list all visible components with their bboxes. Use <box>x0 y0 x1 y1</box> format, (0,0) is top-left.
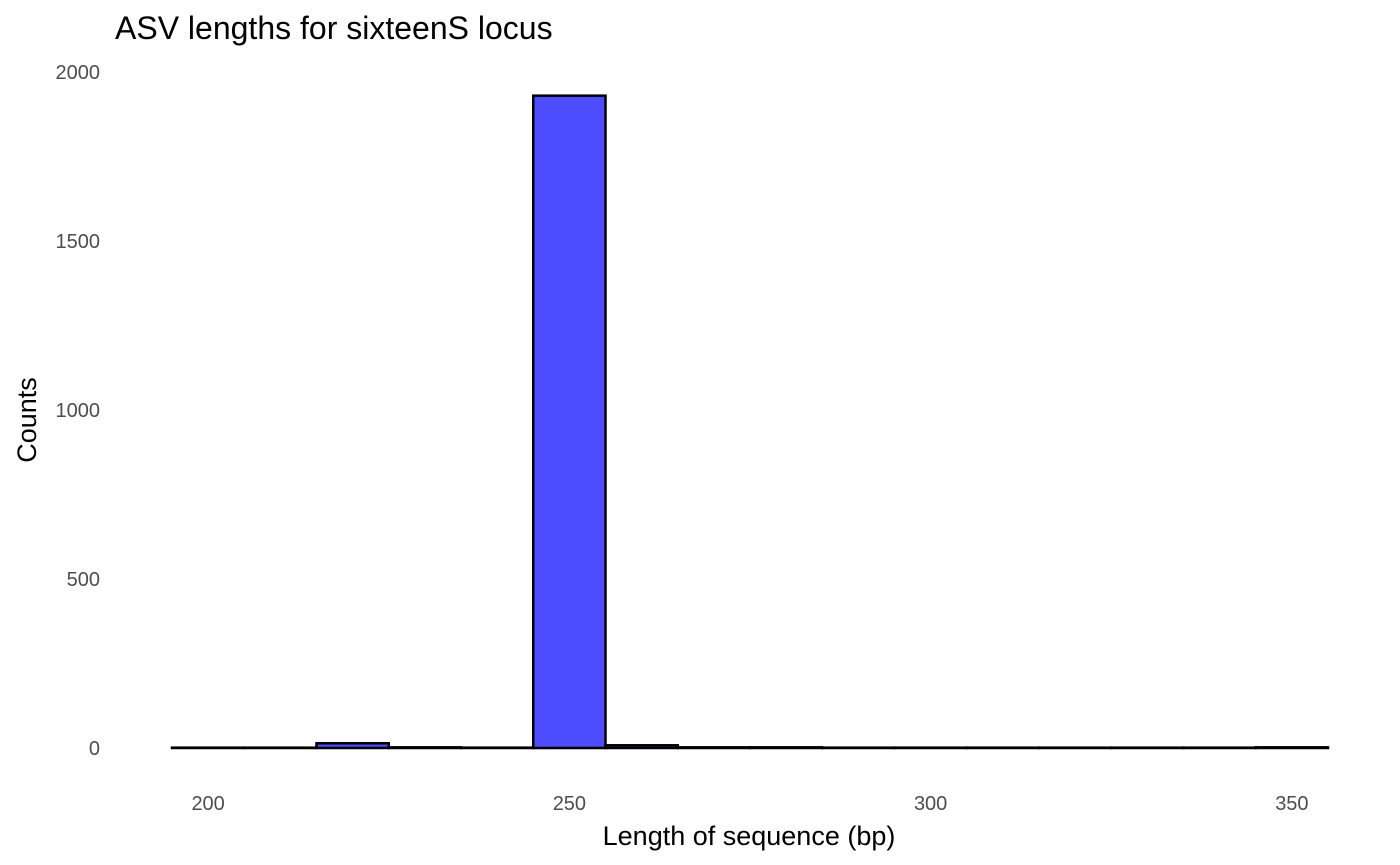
y-tick-label: 500 <box>67 569 100 591</box>
y-tick-label: 1500 <box>56 231 101 253</box>
x-axis-ticks: 200 250 300 350 <box>191 793 1308 815</box>
x-tick-label: 350 <box>1275 793 1308 815</box>
x-tick-label: 300 <box>914 793 947 815</box>
x-tick-label: 250 <box>553 793 586 815</box>
histogram-bar <box>387 746 463 750</box>
y-tick-label: 1000 <box>56 400 101 422</box>
histogram-bar <box>532 94 607 750</box>
y-axis-title: Counts <box>12 377 42 463</box>
y-tick-label: 2000 <box>56 62 101 84</box>
x-axis-title: Length of sequence (bp) <box>603 821 896 851</box>
y-axis-ticks: 0 500 1000 1500 2000 <box>56 62 101 760</box>
histogram-bar <box>604 744 679 750</box>
histogram-bar <box>676 746 752 750</box>
histogram-bar <box>315 742 390 750</box>
histogram-bar <box>1254 746 1330 750</box>
x-tick-label: 200 <box>191 793 224 815</box>
y-tick-label: 0 <box>89 738 100 760</box>
chart-title: ASV lengths for sixteenS locus <box>115 10 553 46</box>
histogram-bar <box>748 746 824 750</box>
histogram-bars <box>170 94 1330 750</box>
